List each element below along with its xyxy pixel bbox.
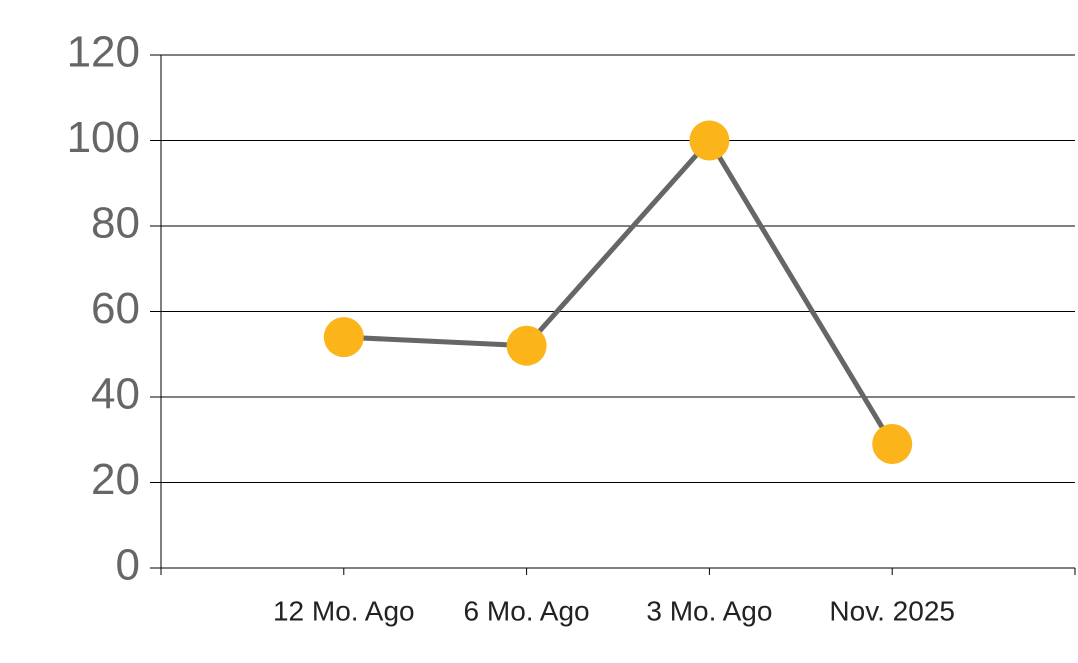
y-tick-label: 40 [91,370,140,419]
y-tick-label: 100 [67,113,140,162]
data-point [323,317,364,358]
data-point [872,424,913,465]
x-tick-label: 6 Mo. Ago [464,595,590,626]
x-tick-label: Nov. 2025 [829,595,955,626]
data-point [689,120,730,161]
x-tick-label: 3 Mo. Ago [646,595,772,626]
y-tick-label: 80 [91,199,140,248]
x-tick-label: 12 Mo. Ago [273,595,415,626]
y-tick-label: 120 [67,28,140,77]
data-point [506,325,547,366]
y-tick-label: 0 [116,541,140,590]
data-line [343,136,895,446]
y-tick-label: 60 [91,284,140,333]
y-tick-label: 20 [91,455,140,504]
